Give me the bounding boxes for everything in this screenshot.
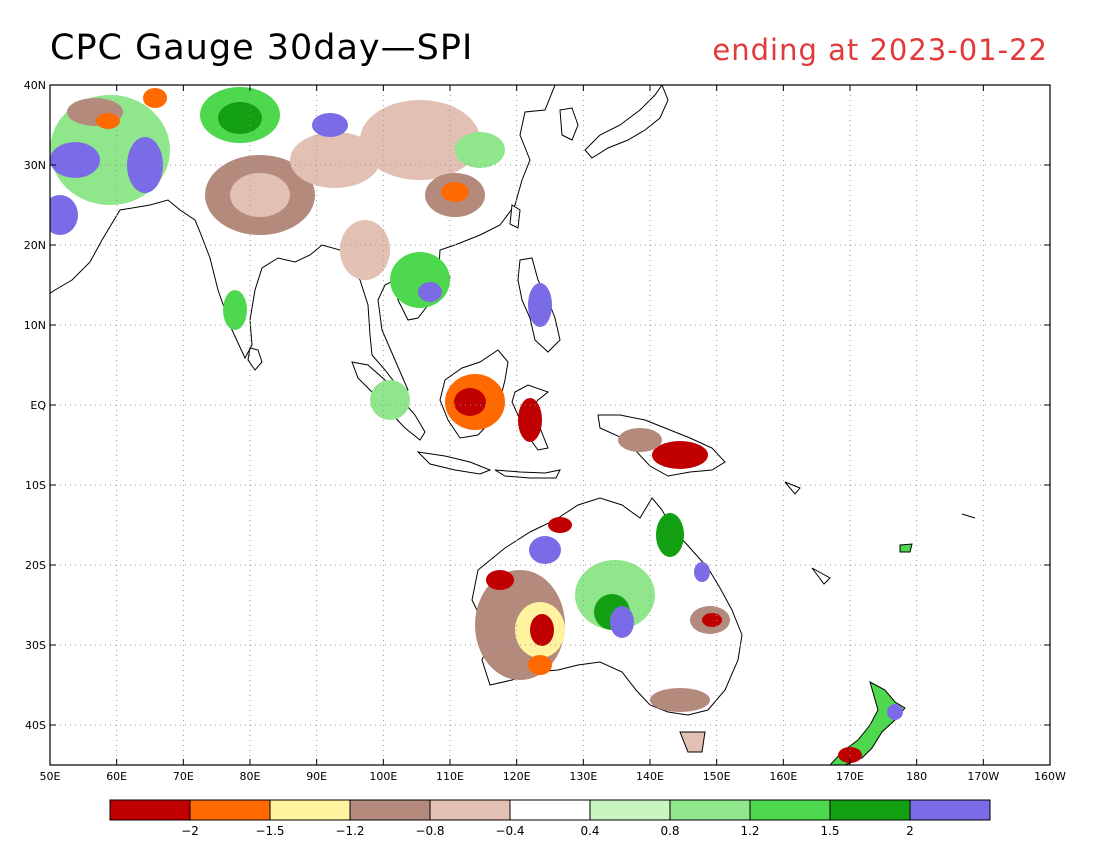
lat-tick-label: EQ	[30, 399, 46, 412]
japan-landmass	[584, 85, 669, 159]
lon-tick-label: 120E	[503, 770, 531, 783]
lon-tick-label: 150E	[703, 770, 731, 783]
legend-label: 1.5	[820, 824, 839, 838]
lon-tick-label: 110E	[436, 770, 464, 783]
legend-swatch	[829, 799, 911, 821]
legend-colorbar: −2 −1.5 −1.2 −0.8 −0.4 0.4 0.8 1.2 1.5 2	[109, 799, 991, 838]
legend-label: −1.5	[255, 824, 284, 838]
legend-label: 0.8	[660, 824, 679, 838]
lon-tick-label: 80E	[240, 770, 261, 783]
legend-label: −2	[181, 824, 199, 838]
spi-shading-australia	[475, 513, 903, 763]
lon-tick-label: 130E	[569, 770, 597, 783]
lon-tick-label: 90E	[306, 770, 327, 783]
legend-swatch	[269, 799, 351, 821]
lon-tick-label: 160E	[769, 770, 797, 783]
lon-tick-label: 50E	[40, 770, 61, 783]
legend-label: −1.2	[335, 824, 364, 838]
lon-tick-label: 170W	[967, 770, 999, 783]
legend-swatch	[749, 799, 831, 821]
map-frame	[49, 84, 1051, 766]
spi-shading-asia	[50, 87, 505, 330]
lat-tick-label: 10N	[24, 319, 46, 332]
legend-label: −0.8	[415, 824, 444, 838]
legend-swatch	[909, 799, 991, 821]
lon-tick-label: 170E	[836, 770, 864, 783]
lon-tick-label: 180	[906, 770, 927, 783]
lat-tick-label: 40S	[25, 719, 46, 732]
spi-shading-maritime	[370, 283, 708, 469]
lon-tick-label: 160W	[1034, 770, 1066, 783]
lat-tick-label: 40N	[24, 79, 46, 92]
legend-swatch	[349, 799, 431, 821]
legend-label: 0.4	[580, 824, 599, 838]
legend-swatch	[189, 799, 271, 821]
longitude-axis: 50E 60E 70E 80E 90E 100E 110E 120E 130E 140E 150E 1…	[40, 85, 1066, 783]
legend-swatch	[589, 799, 671, 821]
map-surface	[50, 85, 976, 765]
lat-tick-label: 30S	[25, 639, 46, 652]
legend-swatch	[509, 799, 591, 821]
new-zealand-landmass	[829, 681, 906, 765]
legend-swatch	[429, 799, 511, 821]
legend-swatch	[669, 799, 751, 821]
lat-tick-label: 10S	[25, 479, 46, 492]
legend-label: −0.4	[495, 824, 524, 838]
lon-tick-label: 70E	[173, 770, 194, 783]
map-subtitle: ending at 2023-01-22	[712, 33, 1048, 67]
legend-label: 1.2	[740, 824, 759, 838]
lon-tick-label: 140E	[636, 770, 664, 783]
lat-tick-label: 20S	[25, 559, 46, 572]
legend-swatch	[109, 799, 191, 821]
latitude-axis: 40N 30N 20N 10N EQ 10S 20S 30S 40S	[24, 79, 1050, 732]
lat-tick-label: 20N	[24, 239, 46, 252]
map-title: CPC Gauge 30day—SPI	[50, 28, 474, 68]
lon-tick-label: 100E	[369, 770, 397, 783]
lon-tick-label: 60E	[106, 770, 127, 783]
legend-label: 2	[906, 824, 914, 838]
lat-tick-label: 30N	[24, 159, 46, 172]
